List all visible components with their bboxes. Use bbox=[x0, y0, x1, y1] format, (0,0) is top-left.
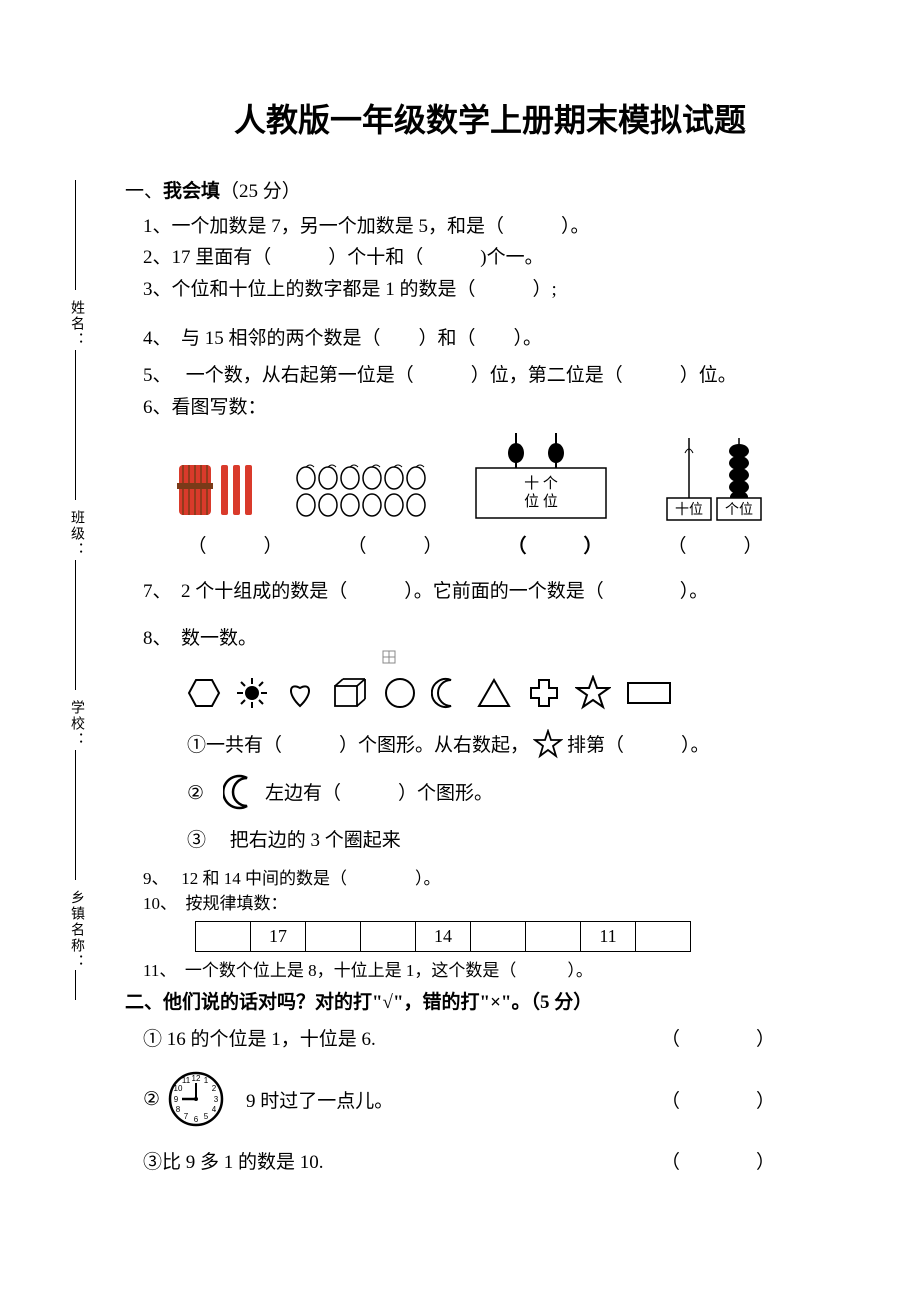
svg-text:3: 3 bbox=[214, 1095, 219, 1104]
svg-text:十位: 十位 bbox=[675, 502, 703, 518]
section-1-text: 一、我会填（25 分） bbox=[125, 181, 301, 202]
svg-text:10: 10 bbox=[174, 1084, 183, 1093]
q6-blank: （ ） bbox=[347, 531, 442, 558]
seq-cell bbox=[471, 921, 526, 951]
section-2-head: 二、他们说的话对吗？对的打"√"，错的打"×"。（5 分） bbox=[125, 987, 855, 1014]
svg-text:4: 4 bbox=[212, 1105, 217, 1114]
svg-text:9: 9 bbox=[174, 1095, 179, 1104]
star-icon bbox=[533, 729, 563, 759]
document-body: 人教版一年级数学上册期末模拟试题 一、我会填（25 分） 1、一个加数是 7，另… bbox=[125, 95, 855, 1174]
page-title: 人教版一年级数学上册期末模拟试题 bbox=[125, 95, 855, 141]
svg-text:7: 7 bbox=[184, 1112, 189, 1121]
s2-q1: ① 16 的个位是 1，十位是 6. （ ） bbox=[143, 1024, 855, 1051]
q1: 1、一个加数是 7，另一个加数是 5，和是（ ）。 bbox=[143, 211, 855, 242]
sidebar-label-name: 姓名： bbox=[66, 300, 86, 348]
svg-text:12: 12 bbox=[192, 1074, 201, 1083]
sidebar-line bbox=[75, 180, 76, 290]
seq-cell bbox=[361, 921, 416, 951]
heart-icon bbox=[283, 676, 317, 710]
binding-sidebar: 姓名： 班级： 学校： 乡镇名称： bbox=[60, 180, 90, 1000]
seq-cell: 14 bbox=[416, 921, 471, 951]
pv1-bot-label: 位 位 bbox=[524, 493, 558, 510]
sidebar-line bbox=[75, 350, 76, 500]
tf-blank: （ ） bbox=[661, 1086, 775, 1113]
s2-q3: ③比 9 多 1 的数是 10. （ ） bbox=[143, 1147, 855, 1174]
s2-q1-text: ① 16 的个位是 1，十位是 6. bbox=[143, 1024, 376, 1051]
tf-blank: （ ） bbox=[661, 1024, 775, 1051]
q8-sub2: ② 左边有（ ）个图形。 bbox=[187, 773, 855, 811]
q8-sub3: ③ 把右边的 3 个圈起来 bbox=[187, 825, 855, 852]
punch-mark-icon bbox=[380, 648, 398, 666]
seq-cell bbox=[636, 921, 691, 951]
tf-blank: （ ） bbox=[661, 1147, 775, 1174]
sun-icon bbox=[235, 676, 269, 710]
circle-icon bbox=[383, 676, 417, 710]
seq-cell bbox=[196, 921, 251, 951]
q3: 3、个位和十位上的数字都是 1 的数是（ ）; bbox=[143, 274, 855, 305]
seq-cell: 11 bbox=[581, 921, 636, 951]
svg-text:5: 5 bbox=[204, 1112, 209, 1121]
cube-icon bbox=[331, 676, 369, 710]
svg-text:个位: 个位 bbox=[725, 502, 753, 518]
q8-1a: ①一共有（ ）个图形。从右数起， bbox=[187, 730, 529, 757]
pv1-top-label: 十 个 bbox=[524, 475, 558, 492]
sidebar-line bbox=[75, 560, 76, 690]
q6-blank: （ ） bbox=[507, 531, 602, 558]
q7: 7、 2 个十组成的数是（ ）。它前面的一个数是（ ）。 bbox=[143, 576, 855, 607]
q8-shapes-row bbox=[187, 675, 855, 711]
seq-cell bbox=[526, 921, 581, 951]
sidebar-label-town: 乡镇名称： bbox=[66, 890, 86, 970]
q6-blank: （ ） bbox=[667, 531, 762, 558]
q8-2a: ② bbox=[187, 778, 223, 805]
q10: 10、 按规律填数： bbox=[143, 891, 855, 917]
svg-text:6: 6 bbox=[194, 1115, 199, 1124]
place-value-box-2: 十位 个位 bbox=[649, 433, 779, 523]
svg-text:1: 1 bbox=[204, 1076, 209, 1085]
q6-figures: 十 个 位 位 十位 个位 bbox=[155, 433, 795, 523]
sticks-icon bbox=[171, 453, 261, 523]
sidebar-label-school: 学校： bbox=[66, 700, 86, 748]
svg-text:2: 2 bbox=[212, 1084, 217, 1093]
q4: 4、 与 15 相邻的两个数是（ ）和（ ）。 bbox=[143, 323, 855, 354]
q11: 11、 一个数个位上是 8，十位上是 1，这个数是（ ）。 bbox=[143, 958, 855, 984]
rectangle-icon bbox=[625, 678, 673, 708]
triangle-icon bbox=[475, 676, 513, 710]
moon-icon bbox=[223, 773, 259, 811]
section-1-head: 一、我会填（25 分） bbox=[125, 176, 855, 203]
place-value-box-1: 十 个 位 位 bbox=[466, 433, 616, 523]
q2: 2、17 里面有（ ）个十和（ )个一。 bbox=[143, 242, 855, 273]
q8-1b: 排第（ ）。 bbox=[567, 730, 710, 757]
moon-icon bbox=[431, 676, 461, 710]
seq-cell bbox=[306, 921, 361, 951]
clock-icon: 1212 345 678 91011 bbox=[166, 1069, 226, 1129]
svg-text:11: 11 bbox=[182, 1076, 191, 1085]
s2-q2: ② 1212 345 678 91011 9 时过了一点儿。 （ ） bbox=[143, 1069, 855, 1129]
hexagon-icon bbox=[187, 676, 221, 710]
star-icon bbox=[575, 675, 611, 711]
sidebar-line bbox=[75, 750, 76, 880]
seq-cell: 17 bbox=[251, 921, 306, 951]
cross-icon bbox=[527, 676, 561, 710]
s2-q2b: 9 时过了一点儿。 bbox=[246, 1086, 393, 1113]
q8: 8、 数一数。 bbox=[143, 623, 855, 654]
sidebar-line bbox=[75, 970, 76, 1000]
q5: 5、 一个数，从右起第一位是（ ）位，第二位是（ ）位。 bbox=[143, 360, 855, 391]
q8-sub1: ①一共有（ ）个图形。从右数起， 排第（ ）。 bbox=[187, 729, 855, 759]
q9: 9、 12 和 14 中间的数是（ ）。 bbox=[143, 866, 855, 892]
s2-q3-text: ③比 9 多 1 的数是 10. bbox=[143, 1147, 324, 1174]
q6-blank: （ ） bbox=[187, 531, 282, 558]
sidebar-label-class: 班级： bbox=[66, 510, 86, 558]
q6: 6、看图写数： bbox=[143, 392, 855, 423]
q10-sequence-table: 17 14 11 bbox=[195, 921, 691, 952]
svg-text:8: 8 bbox=[176, 1105, 181, 1114]
s2-q2a: ② bbox=[143, 1088, 160, 1111]
q6-answers: （ ） （ ） （ ） （ ） bbox=[155, 531, 795, 558]
q8-2b: 左边有（ ）个图形。 bbox=[265, 778, 493, 805]
circles-icon bbox=[294, 463, 434, 523]
